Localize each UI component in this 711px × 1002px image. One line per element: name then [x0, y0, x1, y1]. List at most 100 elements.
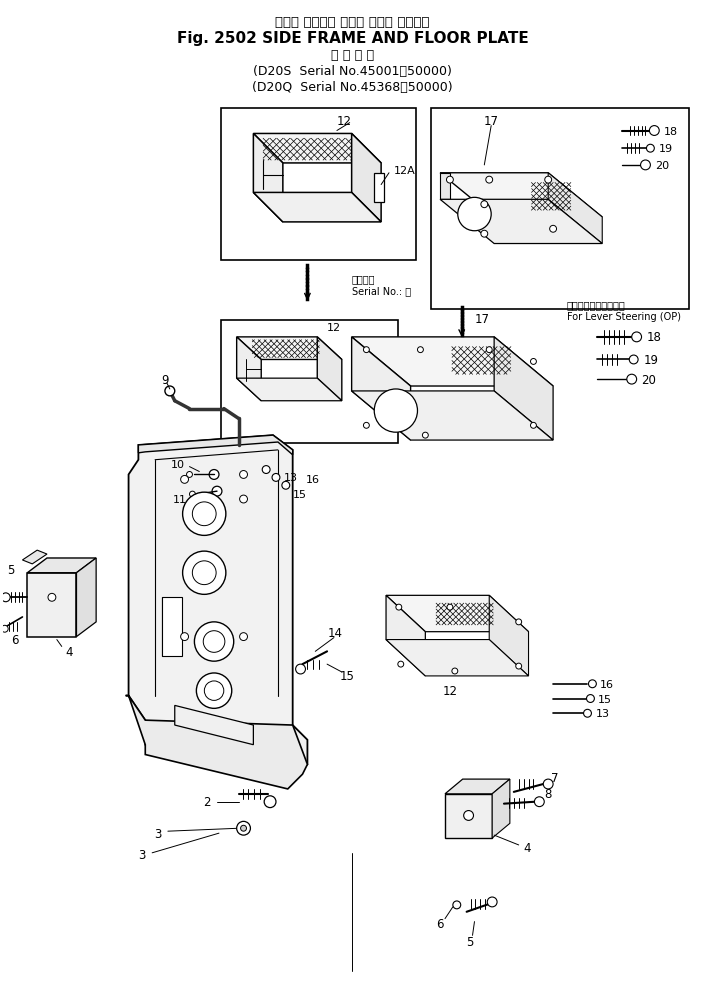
Circle shape [543, 780, 553, 790]
Circle shape [264, 796, 276, 808]
Circle shape [186, 472, 193, 478]
Text: 8: 8 [545, 788, 552, 801]
Bar [432, 109, 689, 310]
Polygon shape [386, 596, 528, 632]
Polygon shape [445, 794, 492, 839]
Circle shape [183, 551, 226, 595]
Text: 適 用 号 機: 適 用 号 機 [331, 49, 374, 62]
Text: 5: 5 [7, 564, 14, 577]
Bar [221, 321, 398, 444]
Polygon shape [352, 338, 553, 387]
Circle shape [550, 226, 557, 233]
Polygon shape [237, 338, 342, 360]
Text: 15: 15 [292, 490, 306, 500]
Text: 13: 13 [595, 708, 609, 718]
Circle shape [447, 604, 453, 610]
Circle shape [515, 663, 522, 669]
Text: 20: 20 [641, 374, 656, 386]
Polygon shape [492, 780, 510, 839]
Polygon shape [548, 173, 602, 244]
Circle shape [204, 681, 224, 700]
Text: 12: 12 [442, 684, 457, 697]
Text: サイド フレーム および フロア プレート: サイド フレーム および フロア プレート [275, 16, 430, 29]
Circle shape [1, 593, 10, 602]
Circle shape [486, 177, 493, 184]
Text: 14: 14 [328, 626, 343, 639]
Text: 3: 3 [154, 827, 161, 840]
Circle shape [193, 502, 216, 526]
Polygon shape [139, 436, 293, 455]
Polygon shape [352, 338, 411, 441]
Circle shape [272, 474, 280, 482]
Text: 13: 13 [284, 473, 298, 483]
Polygon shape [27, 573, 77, 637]
Bar [162, 598, 181, 656]
Circle shape [629, 356, 638, 365]
Text: 3: 3 [139, 849, 146, 862]
Circle shape [240, 826, 247, 832]
Circle shape [398, 661, 404, 667]
Circle shape [1, 625, 9, 632]
Circle shape [530, 423, 536, 429]
Polygon shape [27, 558, 96, 573]
Text: 4: 4 [66, 645, 73, 658]
Circle shape [196, 673, 232, 708]
Text: 10: 10 [171, 459, 185, 469]
Circle shape [535, 797, 544, 807]
Polygon shape [237, 338, 261, 402]
Circle shape [422, 433, 428, 439]
Text: 20: 20 [656, 160, 670, 170]
Text: Fig. 2502 SIDE FRAME AND FLOOR PLATE: Fig. 2502 SIDE FRAME AND FLOOR PLATE [177, 31, 528, 46]
Polygon shape [129, 436, 307, 780]
Polygon shape [23, 550, 47, 564]
Text: 7: 7 [551, 771, 559, 784]
Polygon shape [253, 134, 381, 163]
Text: 6: 6 [437, 917, 444, 930]
Polygon shape [352, 134, 381, 222]
Circle shape [296, 664, 306, 674]
Polygon shape [440, 173, 602, 217]
Circle shape [165, 387, 175, 397]
Circle shape [363, 348, 369, 354]
Circle shape [181, 633, 188, 641]
Circle shape [262, 466, 270, 474]
Circle shape [530, 359, 536, 365]
Circle shape [515, 619, 522, 625]
Text: 18: 18 [664, 126, 678, 136]
Circle shape [452, 668, 458, 674]
Polygon shape [237, 379, 342, 402]
Text: 11: 11 [173, 495, 186, 505]
Circle shape [458, 198, 491, 231]
Circle shape [646, 145, 654, 153]
Circle shape [453, 901, 461, 909]
Text: 16: 16 [600, 679, 614, 689]
Text: レバーステアリング用: レバーステアリング用 [567, 301, 626, 311]
Text: 15: 15 [598, 693, 612, 703]
Circle shape [641, 161, 651, 170]
Circle shape [631, 333, 641, 343]
Circle shape [237, 822, 250, 836]
Circle shape [212, 487, 222, 497]
Polygon shape [440, 173, 450, 200]
Text: 適用号機: 適用号機 [352, 274, 375, 284]
Text: 5: 5 [466, 935, 474, 948]
Circle shape [240, 471, 247, 479]
Circle shape [181, 476, 188, 484]
Polygon shape [317, 338, 342, 402]
Circle shape [486, 348, 492, 354]
Text: For Lever Steering (OP): For Lever Steering (OP) [567, 312, 681, 322]
Polygon shape [386, 596, 425, 676]
Text: 19: 19 [659, 144, 673, 154]
Polygon shape [440, 200, 602, 244]
Text: 6: 6 [11, 633, 18, 646]
Polygon shape [352, 392, 553, 441]
Text: (D20S  Serial No.45001～50000): (D20S Serial No.45001～50000) [253, 65, 452, 78]
Text: 12A: 12A [394, 165, 416, 175]
Text: 15: 15 [339, 669, 354, 682]
Circle shape [481, 201, 488, 208]
Circle shape [183, 493, 226, 536]
Text: 19: 19 [643, 354, 658, 367]
Text: 9: 9 [161, 374, 169, 386]
Circle shape [627, 375, 636, 385]
Circle shape [396, 604, 402, 610]
